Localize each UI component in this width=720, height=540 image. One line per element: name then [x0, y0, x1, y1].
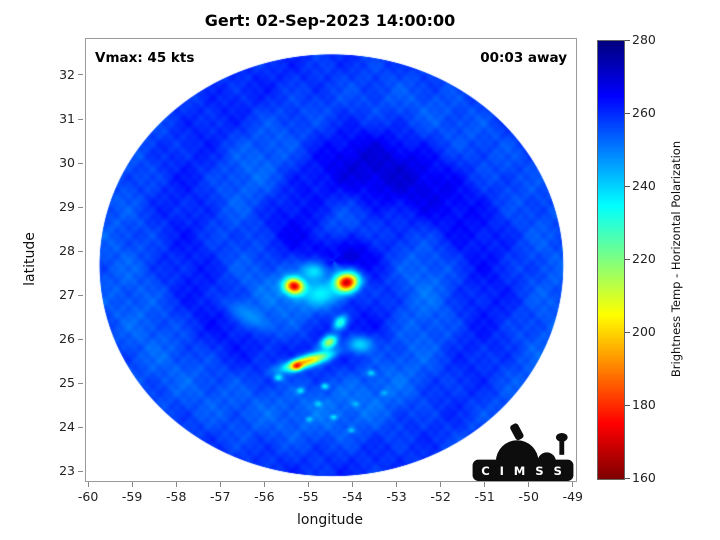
x-tick-mark	[87, 482, 89, 487]
dome-slit-icon	[510, 423, 524, 441]
x-tick-mark	[131, 482, 133, 487]
x-tick-label: -58	[165, 489, 187, 504]
heatmap-canvas	[86, 39, 576, 481]
x-tick-label: -56	[254, 489, 275, 504]
x-tick-label: -53	[386, 489, 407, 504]
colorbar-gradient-canvas	[598, 41, 624, 479]
logo-banner	[472, 459, 574, 481]
colorbar-label: Brightness Temp - Horizontal Polarizatio…	[669, 140, 683, 378]
logo-text: C I M S S	[481, 464, 565, 478]
x-tick-mark	[528, 482, 530, 487]
y-tick-mark	[78, 250, 83, 252]
y-tick-label: 30	[59, 155, 75, 171]
y-tick-mark	[78, 382, 83, 384]
small-dome-icon	[537, 452, 556, 462]
y-tick-mark	[78, 426, 83, 428]
x-tick-mark	[572, 482, 574, 487]
colorbar-tick-mark	[625, 477, 630, 479]
x-tick-mark	[440, 482, 442, 487]
colorbar	[597, 40, 625, 480]
colorbar-tick-mark	[625, 331, 630, 333]
vmax-annotation: Vmax: 45 kts	[95, 50, 195, 66]
x-tick-label: -57	[210, 489, 231, 504]
x-tick-label: -51	[474, 489, 495, 504]
x-tick-mark	[175, 482, 177, 487]
x-tick-mark	[351, 482, 353, 487]
y-tick-label: 28	[59, 243, 75, 259]
colorbar-tick-label: 280	[632, 32, 656, 47]
observatory-dome-icon	[495, 440, 539, 462]
y-tick-mark	[78, 74, 83, 76]
x-tick-label: -59	[121, 489, 143, 504]
chart-title: Gert: 02-Sep-2023 14:00:00	[204, 11, 456, 30]
y-tick-mark	[78, 470, 83, 472]
y-tick-mark	[78, 338, 83, 340]
x-tick-mark	[307, 482, 309, 487]
water-tower-leg	[559, 440, 565, 455]
x-tick-mark	[219, 482, 221, 487]
x-tick-label: -54	[342, 489, 363, 504]
colorbar-tick-mark	[625, 258, 630, 260]
y-tick-label: 26	[59, 331, 75, 347]
x-tick-label: -55	[298, 489, 319, 504]
colorbar-tick-label: 160	[632, 470, 656, 485]
x-tick-label: -60	[77, 489, 99, 504]
y-tick-mark	[78, 294, 83, 296]
y-tick-mark	[78, 206, 83, 208]
water-tower-icon	[555, 433, 568, 442]
y-tick-label: 23	[59, 463, 75, 479]
x-tick-mark	[396, 482, 398, 487]
y-tick-label: 31	[59, 111, 75, 126]
y-tick-label: 25	[59, 375, 75, 391]
colorbar-tick-label: 240	[632, 178, 656, 193]
colorbar-tick-mark	[625, 185, 630, 187]
y-axis-label: latitude	[22, 232, 38, 286]
colorbar-tick-label: 180	[632, 397, 656, 412]
x-axis-label: longitude	[297, 512, 363, 528]
y-tick-label: 29	[59, 199, 75, 215]
y-tick-mark	[78, 162, 83, 164]
cimss-logo: C I M S S	[472, 418, 574, 481]
y-tick-label: 24	[59, 419, 75, 435]
colorbar-tick-mark	[625, 39, 630, 41]
colorbar-tick-label: 200	[632, 324, 656, 339]
x-tick-mark	[263, 482, 265, 487]
x-tick-mark	[484, 482, 486, 487]
colorbar-tick-mark	[625, 404, 630, 406]
x-tick-label: -50	[518, 489, 539, 504]
colorbar-tick-mark	[625, 112, 630, 114]
x-tick-label: -49	[562, 489, 583, 504]
colorbar-tick-label: 220	[632, 251, 656, 266]
y-tick-label: 27	[59, 287, 75, 303]
colorbar-tick-label: 260	[632, 105, 656, 120]
y-tick-mark	[78, 118, 83, 120]
time-away-annotation: 00:03 away	[480, 50, 567, 66]
plot-area: Vmax: 45 kts 00:03 away C I M S S	[85, 38, 577, 482]
y-tick-label: 32	[59, 66, 75, 82]
x-tick-label: -52	[430, 489, 451, 504]
